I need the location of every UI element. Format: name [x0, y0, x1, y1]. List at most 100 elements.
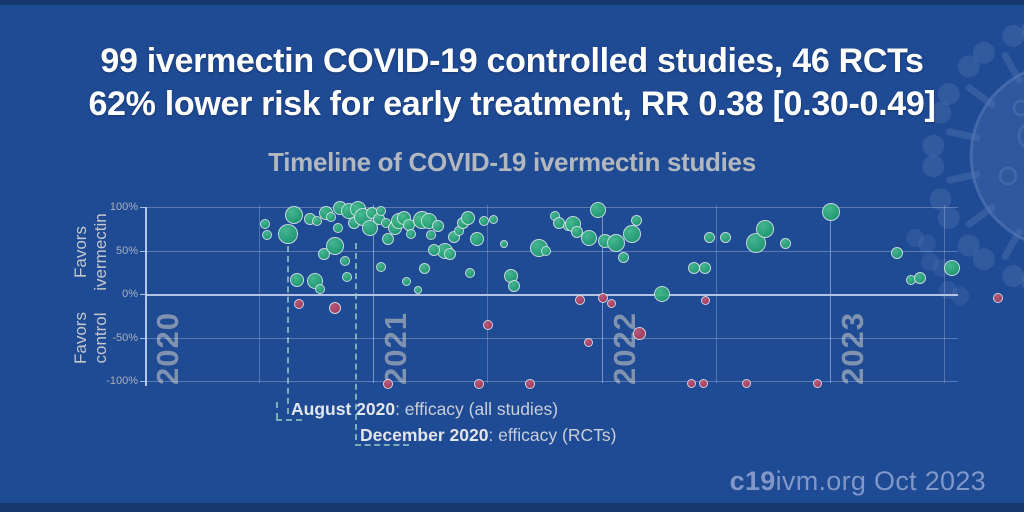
study-bubble-green[interactable]: [285, 205, 304, 224]
y-axis-tick: [140, 207, 145, 208]
study-bubble-red[interactable]: [597, 292, 608, 303]
headline-line1: 99 ivermectin COVID-19 controlled studie…: [100, 42, 924, 80]
study-bubble-red[interactable]: [741, 379, 751, 389]
study-bubble-green[interactable]: [460, 210, 475, 225]
study-bubble-green[interactable]: [699, 262, 712, 275]
study-bubble-green[interactable]: [478, 216, 489, 227]
study-bubble-green[interactable]: [432, 220, 445, 233]
study-bubble-green[interactable]: [540, 245, 551, 256]
gridline-v: [373, 205, 375, 383]
study-bubble-green[interactable]: [381, 233, 394, 246]
annotation-date: August 2020: [291, 399, 396, 419]
study-bubble-green[interactable]: [580, 229, 597, 246]
y-tick-label: -50%: [112, 331, 138, 344]
study-bubble-green[interactable]: [277, 224, 298, 245]
study-bubble-green[interactable]: [913, 271, 926, 284]
study-bubble-green[interactable]: [488, 214, 498, 224]
study-bubble-red[interactable]: [700, 295, 710, 305]
study-bubble-red[interactable]: [992, 292, 1003, 303]
annotation-december-2020: December 2020: efficacy (RCTs): [360, 425, 616, 446]
study-bubble-green[interactable]: [376, 262, 387, 273]
study-bubble-green[interactable]: [427, 243, 440, 256]
study-bubble-green[interactable]: [704, 232, 716, 244]
gridline-v: [259, 205, 261, 383]
y-axis-tick: [140, 381, 145, 382]
study-bubble-green[interactable]: [413, 285, 422, 294]
study-bubble-green[interactable]: [607, 233, 626, 252]
study-bubble-green[interactable]: [289, 273, 304, 288]
study-bubble-green[interactable]: [261, 229, 272, 240]
annotation-dashed-line: [286, 246, 289, 414]
study-bubble-green[interactable]: [617, 252, 629, 264]
gridline-h: [145, 250, 958, 252]
y-tick-label: 50%: [115, 244, 138, 257]
x-tick-label-year: 2023: [834, 312, 870, 385]
annotation-date: December 2020: [360, 425, 489, 445]
study-bubble-red[interactable]: [698, 379, 708, 389]
study-bubble-green[interactable]: [590, 201, 607, 218]
annotation-dashed-corner: [276, 402, 278, 419]
study-bubble-red[interactable]: [483, 319, 494, 330]
study-bubble-green[interactable]: [745, 232, 766, 253]
study-bubble-green[interactable]: [341, 271, 352, 282]
headline-line2: 62% lower risk for early treatment, RR 0…: [88, 85, 936, 123]
study-bubble-green[interactable]: [465, 268, 476, 279]
study-bubble-green[interactable]: [314, 283, 325, 294]
study-bubble-red[interactable]: [687, 379, 697, 389]
study-bubble-green[interactable]: [419, 262, 431, 274]
study-bubble-green[interactable]: [500, 239, 509, 248]
gridline-v: [944, 205, 946, 383]
favors-word: Favors: [71, 312, 90, 364]
study-bubble-red[interactable]: [524, 378, 535, 389]
annotation-dashed-corner: [355, 444, 410, 446]
annotation-dashed-line: [355, 243, 358, 440]
y-tick-label: 0%: [122, 288, 138, 300]
x-tick-label-year: 2022: [606, 312, 642, 385]
study-bubble-green[interactable]: [821, 203, 840, 222]
headline: 99 ivermectin COVID-19 controlled studie…: [0, 40, 1024, 126]
study-bubble-green[interactable]: [326, 237, 345, 256]
study-bubble-green[interactable]: [779, 238, 791, 250]
study-bubble-green[interactable]: [426, 229, 437, 240]
study-bubble-green[interactable]: [325, 211, 336, 222]
study-bubble-green[interactable]: [443, 248, 456, 261]
annotation-text: : efficacy (all studies): [395, 399, 559, 419]
study-bubble-red[interactable]: [474, 378, 485, 389]
study-bubble-green[interactable]: [623, 225, 642, 244]
study-bubble-green[interactable]: [376, 205, 387, 216]
study-bubble-red[interactable]: [329, 302, 342, 315]
bottom-border: [0, 503, 1024, 512]
gridline-h: [145, 207, 958, 208]
top-border: [0, 0, 1024, 5]
study-bubble-green[interactable]: [891, 247, 904, 260]
study-bubble-green[interactable]: [653, 286, 670, 303]
study-bubble-green[interactable]: [405, 229, 416, 240]
study-bubble-green[interactable]: [720, 232, 732, 244]
study-bubble-red[interactable]: [607, 299, 617, 309]
study-bubble-green[interactable]: [755, 219, 774, 238]
study-bubble-red[interactable]: [812, 379, 822, 389]
study-bubble-green[interactable]: [943, 260, 960, 277]
study-bubble-green[interactable]: [332, 223, 343, 233]
study-bubble-green[interactable]: [631, 214, 643, 226]
study-bubble-red[interactable]: [584, 338, 594, 348]
annotation-august-2020: August 2020: efficacy (all studies): [291, 399, 558, 420]
study-bubble-red[interactable]: [574, 295, 585, 306]
y-axis-tick: [140, 294, 145, 295]
study-bubble-red[interactable]: [382, 378, 393, 389]
study-bubble-green[interactable]: [361, 220, 378, 236]
study-bubble-red[interactable]: [632, 326, 646, 340]
site-name-rest: ivm.org Oct 2023: [775, 466, 986, 496]
study-bubble-green[interactable]: [312, 216, 323, 227]
study-bubble-red[interactable]: [293, 298, 304, 309]
gridline-v: [829, 205, 831, 383]
study-bubble-green[interactable]: [401, 277, 411, 287]
study-bubble-green[interactable]: [259, 218, 270, 229]
study-bubble-green[interactable]: [470, 232, 485, 247]
y-axis-tick: [140, 337, 145, 339]
attribution-link[interactable]: c19ivm.org Oct 2023: [730, 466, 986, 497]
study-bubble-green[interactable]: [687, 262, 700, 275]
study-bubble-green[interactable]: [507, 280, 520, 293]
x-tick-label-year: 2020: [150, 312, 185, 385]
study-bubble-green[interactable]: [339, 256, 350, 267]
